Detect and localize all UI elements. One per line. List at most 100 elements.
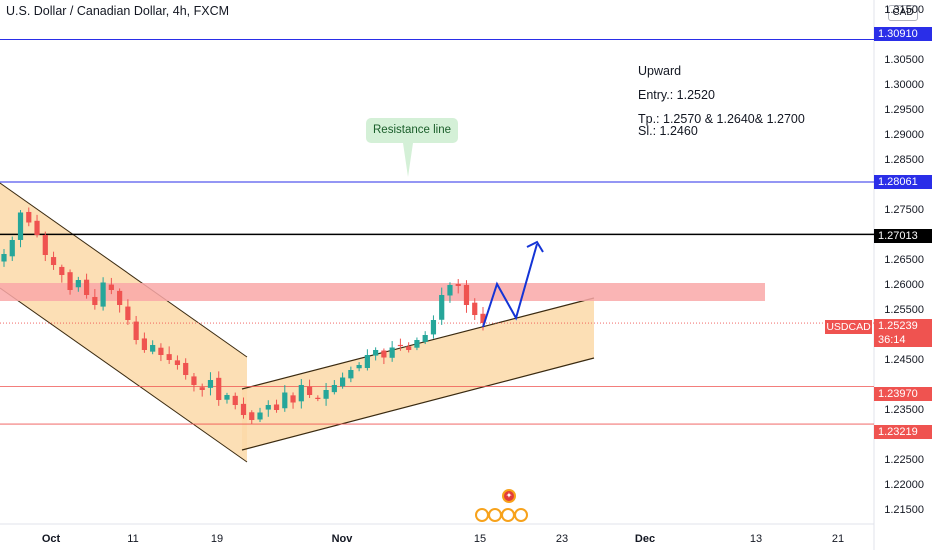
candle-body [472, 302, 478, 315]
ascending-channel [242, 298, 594, 450]
candle-body [166, 354, 172, 360]
candle-body [480, 313, 486, 323]
chart-title: U.S. Dollar / Canadian Dollar, 4h, FXCM [6, 4, 230, 18]
candle-body [331, 385, 337, 393]
price-axis-tick: 1.28500 [884, 154, 924, 166]
candle-body [42, 235, 48, 255]
time-axis-label: 21 [831, 533, 845, 545]
time-axis-label: Oct [41, 533, 61, 545]
note-entry: Entry.: 1.2520 [638, 88, 715, 102]
time-axis-label: 13 [749, 533, 763, 545]
candle-body [273, 404, 280, 410]
candle-body [356, 365, 362, 369]
us-event-icon-4[interactable] [514, 508, 528, 522]
price-axis-tick: 1.21500 [884, 504, 924, 516]
candle-body [265, 405, 271, 410]
resistance-zone [0, 283, 765, 301]
candle-body [381, 350, 387, 358]
candle-body [59, 266, 65, 275]
candle-body [216, 377, 222, 400]
price-axis-tick: 1.30500 [884, 54, 924, 66]
bar-countdown: 36:14 [878, 334, 906, 346]
candle-body [257, 412, 263, 420]
candle-body [9, 240, 15, 257]
candle-body [133, 321, 139, 340]
candle-body [364, 355, 370, 368]
candle-body [26, 211, 32, 223]
candle-body [447, 285, 453, 296]
currency-badge[interactable]: CAD [888, 5, 918, 21]
candle-body [191, 376, 197, 385]
candle-body [17, 212, 24, 240]
candle-body [199, 387, 205, 390]
price-axis-tick: 1.25500 [884, 304, 924, 316]
candle-body [240, 403, 247, 415]
resistance-callout[interactable]: Resistance line [366, 118, 458, 143]
us-event-icon-2[interactable] [488, 508, 502, 522]
candle-body [207, 380, 214, 388]
ascending-channel-lower [241, 357, 595, 451]
candle-body [141, 338, 147, 350]
price-tag-red-1: 1.23970 [874, 387, 932, 401]
price-tag-blue-mid: 1.28061 [874, 175, 932, 189]
candle-body [249, 412, 255, 420]
descending-channel [0, 183, 247, 462]
time-axis-label: 23 [555, 533, 569, 545]
candle-body [414, 340, 420, 348]
candle-body [67, 272, 73, 290]
last-price-tag: 1.25239 36:14 [874, 319, 932, 347]
candle-body [373, 350, 379, 356]
candle-body [422, 335, 428, 342]
price-axis-tick: 1.29000 [884, 129, 924, 141]
candle-body [50, 257, 57, 265]
canada-flag-icon[interactable]: ✦ [502, 489, 516, 503]
candle-body [340, 377, 346, 387]
candle-body [430, 320, 437, 335]
candle-body [125, 306, 131, 320]
candle-body [117, 290, 123, 305]
candle-body [348, 370, 354, 379]
callout-pointer [403, 143, 413, 177]
note-stop-loss: Sl.: 1.2460 [638, 124, 698, 138]
price-axis-tick: 1.26500 [884, 254, 924, 266]
candle-body [397, 344, 404, 347]
us-event-icon-3[interactable] [501, 508, 515, 522]
candle-body [455, 284, 461, 286]
price-tag-red-2: 1.23219 [874, 425, 932, 439]
candle-body [83, 279, 90, 295]
candle-body [183, 362, 189, 375]
candle-body [158, 347, 164, 355]
candle-body [463, 284, 470, 305]
candle-body [1, 254, 7, 262]
price-axis-tick: 1.27500 [884, 204, 924, 216]
price-axis-tick: 1.31500 [884, 4, 924, 16]
candle-body [389, 347, 395, 358]
candle-body [92, 296, 98, 305]
candle-body [282, 392, 288, 409]
candle-body [290, 395, 296, 403]
projection-arrowhead [526, 240, 544, 253]
price-axis-tick: 1.24500 [884, 354, 924, 366]
candle-body [315, 397, 321, 399]
price-tag-blue-top: 1.30910 [874, 27, 932, 41]
us-event-icon-1[interactable] [475, 508, 489, 522]
descending-channel-upper [0, 182, 248, 358]
price-axis-tick: 1.29500 [884, 104, 924, 116]
candle-body [298, 385, 304, 402]
candle-body [323, 390, 329, 399]
price-axis-tick: 1.30000 [884, 79, 924, 91]
candle-body [108, 284, 114, 290]
candle-body [174, 360, 181, 365]
descending-channel-lower [0, 287, 248, 463]
price-tag-black: 1.27013 [874, 229, 932, 243]
candle-body [75, 280, 81, 288]
time-axis-label: 11 [127, 533, 139, 545]
time-axis-label: 15 [473, 533, 487, 545]
candle-body [100, 282, 106, 307]
candle-body [232, 395, 238, 405]
time-axis-label: Nov [331, 533, 353, 545]
candle-body [150, 345, 156, 352]
candle-body [34, 220, 40, 235]
time-axis-label: Dec [634, 533, 656, 545]
